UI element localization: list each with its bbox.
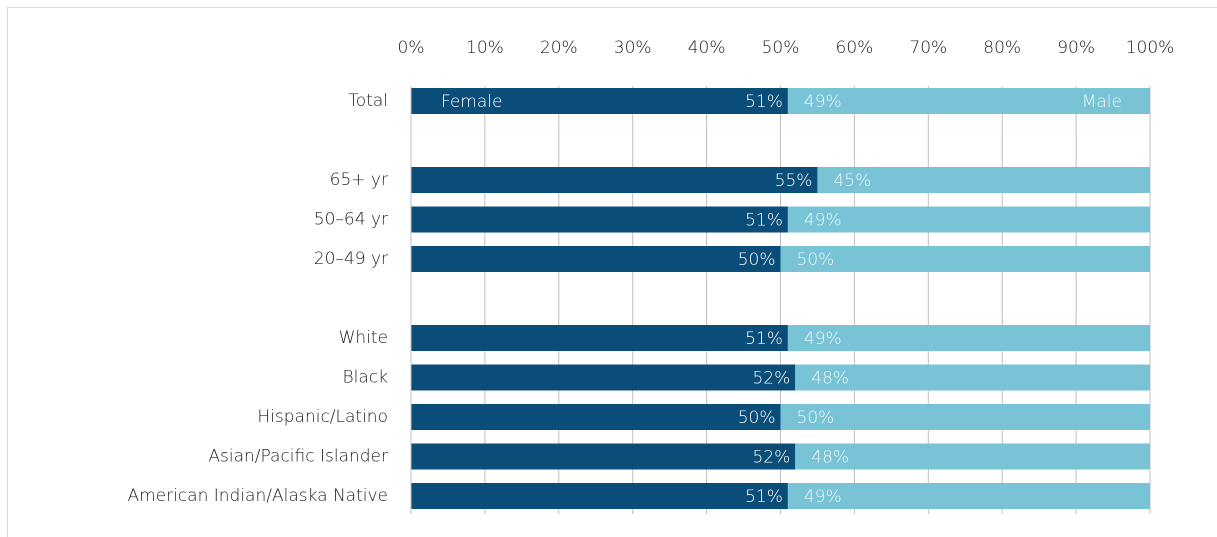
data-label: 50% [738, 250, 776, 270]
data-label: 49% [804, 92, 842, 112]
y-tick-label: Asian/Pacific Islander [208, 447, 388, 467]
data-label: 50% [738, 408, 776, 428]
legend-label: Female [441, 92, 502, 112]
y-tick-label: 20–49 yr [314, 249, 388, 269]
data-label: 50% [797, 250, 835, 270]
data-label: 51% [745, 211, 783, 231]
data-label: 48% [811, 448, 849, 468]
y-tick-label: 50–64 yr [314, 210, 388, 230]
x-tick-label: 90% [1057, 38, 1095, 58]
x-tick-label: 80% [983, 38, 1021, 58]
x-tick-label: 50% [762, 38, 800, 58]
data-label: 55% [775, 171, 813, 191]
y-tick-label: White [339, 328, 388, 348]
data-label: 49% [804, 329, 842, 349]
bar-segment [411, 246, 781, 272]
bar-segment [780, 404, 1150, 430]
bar-segment [817, 167, 1150, 193]
bar-segment [787, 483, 1150, 509]
x-tick-label: 30% [614, 38, 652, 58]
y-tick-label: 65+ yr [330, 170, 388, 190]
x-tick-label: 60% [836, 38, 874, 58]
bar-segment [411, 206, 788, 233]
data-label: 48% [811, 369, 849, 389]
y-tick-label: Total [348, 91, 388, 111]
bar-segment [411, 483, 788, 509]
bar-segment [787, 325, 1150, 351]
data-label: 49% [804, 487, 842, 507]
y-tick-label: American Indian/Alaska Native [127, 486, 388, 506]
bar-segment [795, 364, 1150, 391]
legend-label: Male [1082, 92, 1122, 112]
x-tick-label: 70% [909, 38, 947, 58]
data-label: 52% [752, 448, 790, 468]
y-tick-label: Hispanic/Latino [257, 407, 388, 427]
y-tick-label: Black [343, 368, 389, 388]
bar-segment [795, 443, 1150, 470]
bar-segment [780, 246, 1150, 272]
x-tick-label: 10% [466, 38, 504, 58]
bar-segment [411, 88, 788, 114]
x-tick-label: 20% [540, 38, 578, 58]
data-label: 51% [745, 487, 783, 507]
data-label: 49% [804, 211, 842, 231]
data-label: 52% [752, 369, 790, 389]
x-tick-label: 0% [398, 38, 425, 58]
data-label: 51% [745, 92, 783, 112]
data-label: 50% [797, 408, 835, 428]
bar-segment [411, 364, 796, 391]
x-tick-label: 40% [688, 38, 726, 58]
bar-segment [787, 88, 1150, 114]
bar-segment [787, 206, 1150, 233]
x-tick-label: 100% [1126, 38, 1175, 58]
data-label: 45% [833, 171, 871, 191]
bar-segment [411, 325, 788, 351]
bar-segment [411, 404, 781, 430]
chart-border [7, 7, 1217, 537]
bar-segment [411, 443, 796, 470]
data-label: 51% [745, 329, 783, 349]
bar-segment [411, 167, 818, 193]
